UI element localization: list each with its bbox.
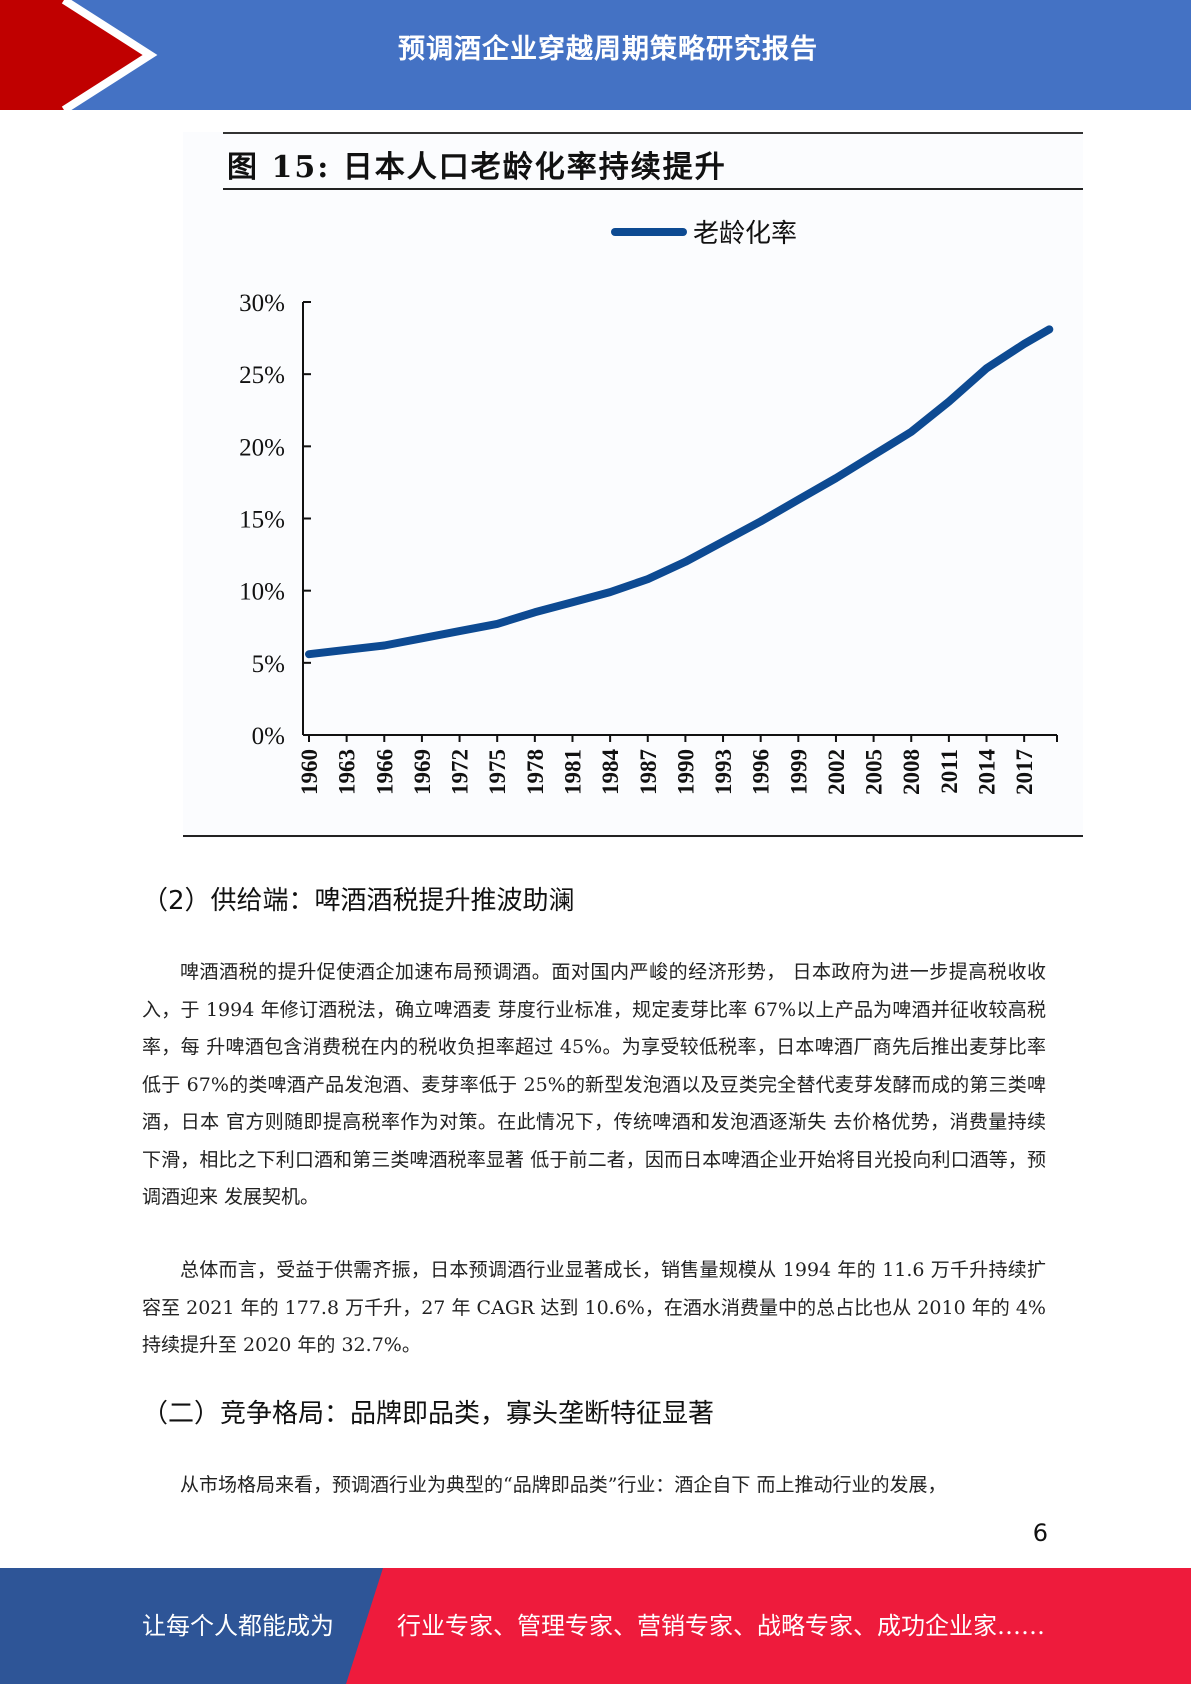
supply-side-heading: （2）供给端：啤酒酒税提升推波助澜 [142, 886, 575, 916]
x-tick-label: 2002 [824, 749, 849, 795]
y-tick-label: 20% [239, 434, 285, 461]
y-tick-label: 5% [252, 651, 285, 678]
aging-rate-chart: 0% 5% 10% 15% 20% 25% 30% 1960 1963 1966 1969 1972 1… [239, 219, 1058, 796]
x-tick-label: 1999 [786, 749, 811, 795]
figure-bottom-rule [183, 835, 1083, 837]
paragraph-market-structure: 从市场格局来看，预调酒行业为典型的“品牌即品类”行业：酒企自下 而上推动行业的发… [180, 1474, 947, 1496]
page-footer: 让每个人都能成为 行业专家、管理专家、营销专家、战略专家、成功企业家…… [0, 1568, 1191, 1684]
x-tick-label: 1960 [297, 749, 322, 795]
footer-band-graphic [0, 1568, 1191, 1684]
x-tick-label: 1990 [673, 749, 698, 795]
y-tick-label: 10% [239, 579, 285, 606]
x-tick-label: 1996 [749, 749, 774, 795]
paragraph-market-growth: 总体而言，受益于供需齐振，日本预调酒行业显著成长，销售量规模从 1994 年的 … [142, 1259, 1046, 1356]
footer-slogan-left: 让每个人都能成为 [142, 1612, 334, 1640]
figure-top-rule [223, 132, 1083, 134]
page-header: 预调酒企业穿越周期策略研究报告 [0, 0, 1191, 110]
x-tick-label: 1993 [711, 749, 736, 795]
x-tick-label: 1978 [523, 749, 548, 795]
y-tick-label: 30% [239, 290, 285, 317]
x-tick-label: 2005 [862, 749, 887, 795]
figure-title-rule [223, 188, 1083, 190]
x-tick-label: 1963 [335, 749, 360, 795]
x-tick-label: 1981 [560, 749, 585, 795]
page-number: 6 [1032, 1519, 1048, 1547]
x-tick-label: 1966 [372, 749, 397, 795]
y-tick-label: 0% [252, 723, 285, 750]
x-tick-label: 2014 [975, 749, 1000, 796]
competition-heading: （二）竞争格局：品牌即品类，寡头垄断特征显著 [142, 1399, 715, 1429]
figure-title: 图 15: 日本人口老龄化率持续提升 [227, 150, 727, 185]
footer-slogan-right: 行业专家、管理专家、营销专家、战略专家、成功企业家…… [397, 1612, 1045, 1640]
x-tick-label: 1969 [410, 749, 435, 795]
x-tick-label: 2017 [1012, 749, 1037, 795]
x-tick-label: 2008 [899, 749, 924, 795]
x-tick-label: 1984 [598, 749, 623, 796]
legend-label: 老龄化率 [693, 219, 797, 249]
chart-figure: 图 15: 日本人口老龄化率持续提升 0% 5% 10% 15% 20% 25% 30% 19… [183, 132, 1083, 838]
x-tick-label: 1972 [448, 749, 473, 795]
x-tick-label: 1975 [485, 749, 510, 795]
report-title: 预调酒企业穿越周期策略研究报告 [398, 34, 818, 65]
header-arrow-graphic [0, 0, 158, 110]
series-line-aging-rate [305, 325, 1054, 659]
y-tick-label: 25% [239, 362, 285, 389]
paragraph-beer-tax: 啤酒酒税的提升促使酒企加速布局预调酒。面对国内严峻的经济形势， 日本政府为进一步… [142, 961, 1046, 1208]
x-tick-label: 2011 [937, 749, 962, 794]
x-tick-label: 1987 [636, 749, 661, 795]
y-tick-label: 15% [239, 507, 285, 534]
